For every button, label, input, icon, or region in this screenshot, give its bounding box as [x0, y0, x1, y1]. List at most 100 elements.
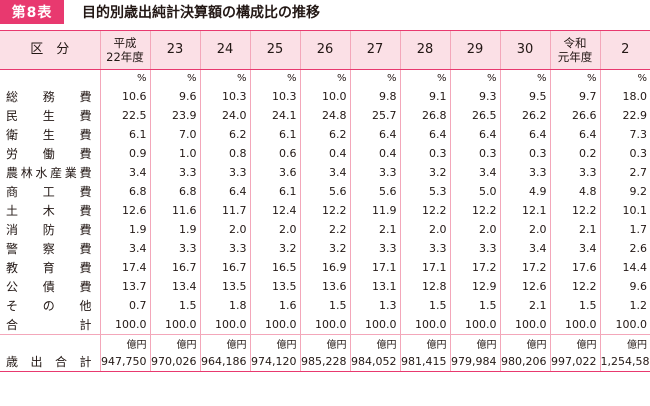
table-cell: 3.3 — [499, 163, 550, 182]
table-cell: 100.0 — [449, 315, 500, 335]
table-cell: 16.7 — [199, 258, 250, 277]
table-cell: 981,415 — [399, 352, 450, 372]
row-label — [0, 334, 100, 352]
year-header: 24 — [199, 30, 250, 70]
table-cell: 10.3 — [199, 87, 250, 106]
table-cell: 0.7 — [99, 296, 150, 315]
table-cell: 12.2 — [399, 201, 450, 220]
table-cell: % — [549, 69, 600, 87]
table-cell: 3.3 — [399, 239, 450, 258]
table-cell: 9.6 — [599, 277, 650, 296]
row-label: 消防費 — [6, 223, 92, 237]
table-cell: 2.0 — [249, 220, 300, 239]
table-cell: 14.4 — [599, 258, 650, 277]
row-label: 労働費 — [6, 147, 92, 161]
year-header: 2 — [599, 30, 650, 70]
table-cell: 3.3 — [549, 163, 600, 182]
table-cell: 0.3 — [449, 144, 500, 163]
table-cell: 12.2 — [549, 201, 600, 220]
table-cell: 24.1 — [249, 106, 300, 125]
table-cell: 3.4 — [99, 163, 150, 182]
table-cell: 26.8 — [399, 106, 450, 125]
total-row: 歳出合計 947,750 970,026 964,186 974,120 985,228 9… — [0, 352, 650, 372]
table-cell: 10.3 — [249, 87, 300, 106]
table-cell: 970,026 — [149, 352, 200, 372]
row-label: 土木費 — [6, 204, 92, 218]
table-cell: 13.7 — [99, 277, 150, 296]
table-cell: % — [249, 69, 300, 87]
table-cell: 0.3 — [399, 144, 450, 163]
table-row: 土木費 12.6 11.6 11.7 12.4 12.2 11.9 12.2 12.2 12.1 1… — [0, 201, 650, 220]
table-cell: 13.4 — [149, 277, 200, 296]
table-cell: 3.3 — [349, 163, 400, 182]
table-cell: 7.3 — [599, 125, 650, 144]
table-cell: 6.4 — [349, 125, 400, 144]
table-cell: 1.5 — [449, 296, 500, 315]
table-title: 目的別歳出純計決算額の構成比の推移 — [82, 5, 320, 21]
table-cell: 980,206 — [499, 352, 550, 372]
year-header: 26 — [299, 30, 350, 70]
composition-ratio-table: 区 分 平成 22年度 23 24 25 26 27 28 29 30 令和 元年度… — [0, 30, 650, 372]
year-header: 平成 22年度 — [99, 30, 150, 70]
table-cell: 6.2 — [199, 125, 250, 144]
table-cell: 6.4 — [549, 125, 600, 144]
table-cell: 1.6 — [249, 296, 300, 315]
table-cell: 3.4 — [549, 239, 600, 258]
table-cell: 12.9 — [449, 277, 500, 296]
table-cell: 1.8 — [199, 296, 250, 315]
table-cell: 11.7 — [199, 201, 250, 220]
table-row: 消防費 1.9 1.9 2.0 2.0 2.2 2.1 2.0 2.0 2.0 2.1 1.7 — [0, 220, 650, 239]
year-header: 29 — [449, 30, 500, 70]
table-cell: 11.9 — [349, 201, 400, 220]
table-cell: 6.4 — [499, 125, 550, 144]
table-cell: 100.0 — [499, 315, 550, 335]
year-header: 28 — [399, 30, 450, 70]
row-label: 商工費 — [6, 185, 92, 199]
table-row: 農林水産業費 3.4 3.3 3.3 3.6 3.4 3.3 3.2 3.4 3.3 3.3 2.7 — [0, 163, 650, 182]
table-cell: 17.2 — [449, 258, 500, 277]
table-cell: 100.0 — [149, 315, 200, 335]
table-cell: 6.4 — [199, 182, 250, 201]
table-cell: 9.8 — [349, 87, 400, 106]
table-cell: 6.1 — [249, 125, 300, 144]
table-cell: 7.0 — [149, 125, 200, 144]
table-cell: 5.0 — [449, 182, 500, 201]
table-cell: 2.2 — [299, 220, 350, 239]
table-cell: 億円 — [299, 334, 350, 352]
table-cell: 1,254,588 — [599, 352, 650, 372]
table-cell: 18.0 — [599, 87, 650, 106]
table-cell: 2.7 — [599, 163, 650, 182]
table-cell: 100.0 — [99, 315, 150, 335]
table-cell: 億円 — [249, 334, 300, 352]
row-label: 歳出合計 — [0, 352, 100, 372]
table-cell: 10.0 — [299, 87, 350, 106]
table-cell: 11.6 — [149, 201, 200, 220]
table-cell: 6.4 — [399, 125, 450, 144]
table-cell: 13.6 — [299, 277, 350, 296]
table-cell: 13.5 — [199, 277, 250, 296]
table-cell: 1.7 — [599, 220, 650, 239]
year-header: 23 — [149, 30, 200, 70]
table-cell: % — [199, 69, 250, 87]
table-cell: 9.1 — [399, 87, 450, 106]
table-cell: 985,228 — [299, 352, 350, 372]
table-cell: 10.6 — [99, 87, 150, 106]
table-cell: 6.8 — [149, 182, 200, 201]
table-cell: 3.4 — [99, 239, 150, 258]
table-cell: 2.1 — [349, 220, 400, 239]
table-cell: 997,022 — [549, 352, 600, 372]
table-cell: 24.8 — [299, 106, 350, 125]
table-cell: % — [499, 69, 550, 87]
table-cell: 5.6 — [299, 182, 350, 201]
table-cell: 26.5 — [449, 106, 500, 125]
table-cell: % — [99, 69, 150, 87]
table-cell: 1.9 — [149, 220, 200, 239]
table-cell: 6.1 — [99, 125, 150, 144]
table-cell: 12.6 — [99, 201, 150, 220]
table-cell: 9.5 — [499, 87, 550, 106]
table-cell: 17.1 — [399, 258, 450, 277]
table-cell: 億円 — [599, 334, 650, 352]
row-label: その他 — [6, 299, 92, 313]
table-cell: 100.0 — [249, 315, 300, 335]
table-cell: 5.6 — [349, 182, 400, 201]
